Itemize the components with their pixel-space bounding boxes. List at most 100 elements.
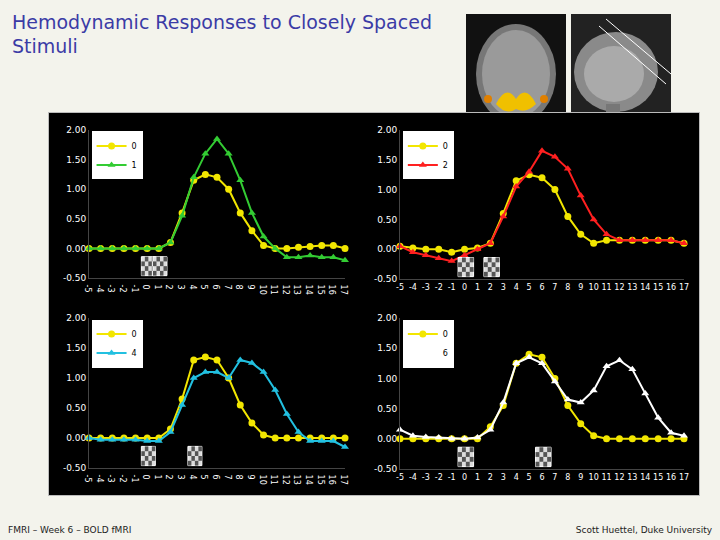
svg-text:0: 0 [462, 473, 467, 482]
svg-text:5: 5 [199, 475, 208, 480]
svg-text:-1: -1 [130, 475, 139, 483]
svg-text:-2: -2 [118, 475, 127, 483]
svg-text:1.00: 1.00 [377, 374, 397, 384]
svg-text:0.50: 0.50 [377, 404, 397, 414]
svg-text:3: 3 [176, 475, 185, 480]
svg-text:-0.50: -0.50 [374, 464, 398, 474]
svg-text:0.00: 0.00 [66, 244, 86, 254]
svg-text:-4: -4 [409, 473, 417, 482]
svg-text:2.00: 2.00 [66, 125, 86, 135]
svg-text:0.50: 0.50 [66, 403, 86, 413]
svg-text:-4: -4 [95, 475, 104, 483]
svg-text:6: 6 [211, 475, 220, 480]
svg-text:6: 6 [539, 283, 544, 292]
svg-text:5: 5 [527, 283, 532, 292]
svg-text:5: 5 [199, 285, 208, 290]
svg-text:2: 2 [443, 161, 448, 170]
svg-text:0: 0 [132, 142, 137, 151]
svg-text:14: 14 [304, 285, 313, 295]
svg-text:8: 8 [234, 285, 243, 290]
svg-text:16: 16 [666, 473, 676, 482]
svg-text:-0.50: -0.50 [63, 463, 87, 473]
svg-text:2: 2 [164, 475, 173, 480]
svg-text:14: 14 [640, 283, 650, 292]
svg-text:12: 12 [281, 285, 290, 295]
svg-text:-1: -1 [130, 285, 139, 293]
svg-text:7: 7 [552, 283, 557, 292]
svg-text:-1: -1 [448, 283, 456, 292]
svg-text:17: 17 [679, 283, 689, 292]
svg-text:11: 11 [269, 285, 278, 295]
svg-text:17: 17 [339, 285, 348, 295]
svg-text:12: 12 [281, 475, 290, 485]
svg-text:-4: -4 [409, 283, 417, 292]
svg-text:13: 13 [292, 285, 301, 295]
svg-text:6: 6 [443, 349, 448, 358]
svg-text:13: 13 [627, 473, 637, 482]
svg-text:16: 16 [327, 475, 336, 485]
svg-text:4: 4 [132, 349, 137, 358]
svg-text:4: 4 [514, 283, 519, 292]
svg-text:-0.50: -0.50 [63, 273, 87, 283]
svg-text:4: 4 [188, 285, 197, 290]
svg-text:-5: -5 [396, 283, 404, 292]
svg-text:-1: -1 [448, 473, 456, 482]
svg-text:15: 15 [653, 283, 663, 292]
svg-text:6: 6 [539, 473, 544, 482]
svg-text:1: 1 [475, 283, 480, 292]
svg-text:9: 9 [578, 283, 583, 292]
svg-text:-3: -3 [106, 475, 115, 483]
svg-text:-3: -3 [422, 473, 430, 482]
svg-text:1: 1 [132, 161, 137, 170]
svg-text:10: 10 [258, 475, 267, 485]
svg-text:1: 1 [153, 285, 162, 290]
svg-text:0: 0 [443, 330, 448, 339]
svg-text:0.00: 0.00 [66, 433, 86, 443]
svg-text:2.00: 2.00 [377, 125, 397, 135]
svg-text:8: 8 [565, 283, 570, 292]
svg-text:1.50: 1.50 [66, 155, 86, 165]
svg-text:1.50: 1.50 [66, 343, 86, 353]
svg-text:3: 3 [176, 285, 185, 290]
svg-text:17: 17 [339, 475, 348, 485]
svg-text:7: 7 [223, 285, 232, 290]
svg-text:1.00: 1.00 [66, 373, 86, 383]
svg-text:1.00: 1.00 [66, 184, 86, 194]
svg-text:0.50: 0.50 [377, 215, 397, 225]
svg-text:2.00: 2.00 [377, 313, 397, 323]
svg-text:-3: -3 [422, 283, 430, 292]
svg-text:0.50: 0.50 [66, 214, 86, 224]
svg-text:13: 13 [292, 475, 301, 485]
svg-text:2: 2 [488, 283, 493, 292]
svg-text:14: 14 [304, 475, 313, 485]
svg-text:16: 16 [327, 285, 336, 295]
svg-text:9: 9 [246, 285, 255, 290]
svg-text:1.50: 1.50 [377, 155, 397, 165]
svg-text:12: 12 [614, 283, 624, 292]
svg-text:-5: -5 [83, 475, 92, 483]
svg-text:-5: -5 [83, 285, 92, 293]
svg-text:10: 10 [589, 283, 599, 292]
svg-text:15: 15 [316, 475, 325, 485]
svg-text:15: 15 [316, 285, 325, 295]
svg-text:16: 16 [666, 283, 676, 292]
svg-text:11: 11 [269, 475, 278, 485]
svg-text:-3: -3 [106, 285, 115, 293]
svg-text:0: 0 [141, 285, 150, 290]
svg-text:10: 10 [258, 285, 267, 295]
svg-text:0: 0 [443, 142, 448, 151]
svg-text:0.00: 0.00 [377, 434, 397, 444]
svg-text:-2: -2 [435, 283, 443, 292]
svg-text:3: 3 [501, 283, 506, 292]
svg-text:-2: -2 [435, 473, 443, 482]
svg-text:0: 0 [462, 283, 467, 292]
svg-text:-0.50: -0.50 [374, 274, 398, 284]
svg-text:2: 2 [488, 473, 493, 482]
svg-text:4: 4 [514, 473, 519, 482]
svg-text:13: 13 [627, 283, 637, 292]
svg-text:-4: -4 [95, 285, 104, 293]
svg-text:10: 10 [589, 473, 599, 482]
svg-text:5: 5 [527, 473, 532, 482]
svg-text:2.00: 2.00 [66, 313, 86, 323]
svg-text:14: 14 [640, 473, 650, 482]
